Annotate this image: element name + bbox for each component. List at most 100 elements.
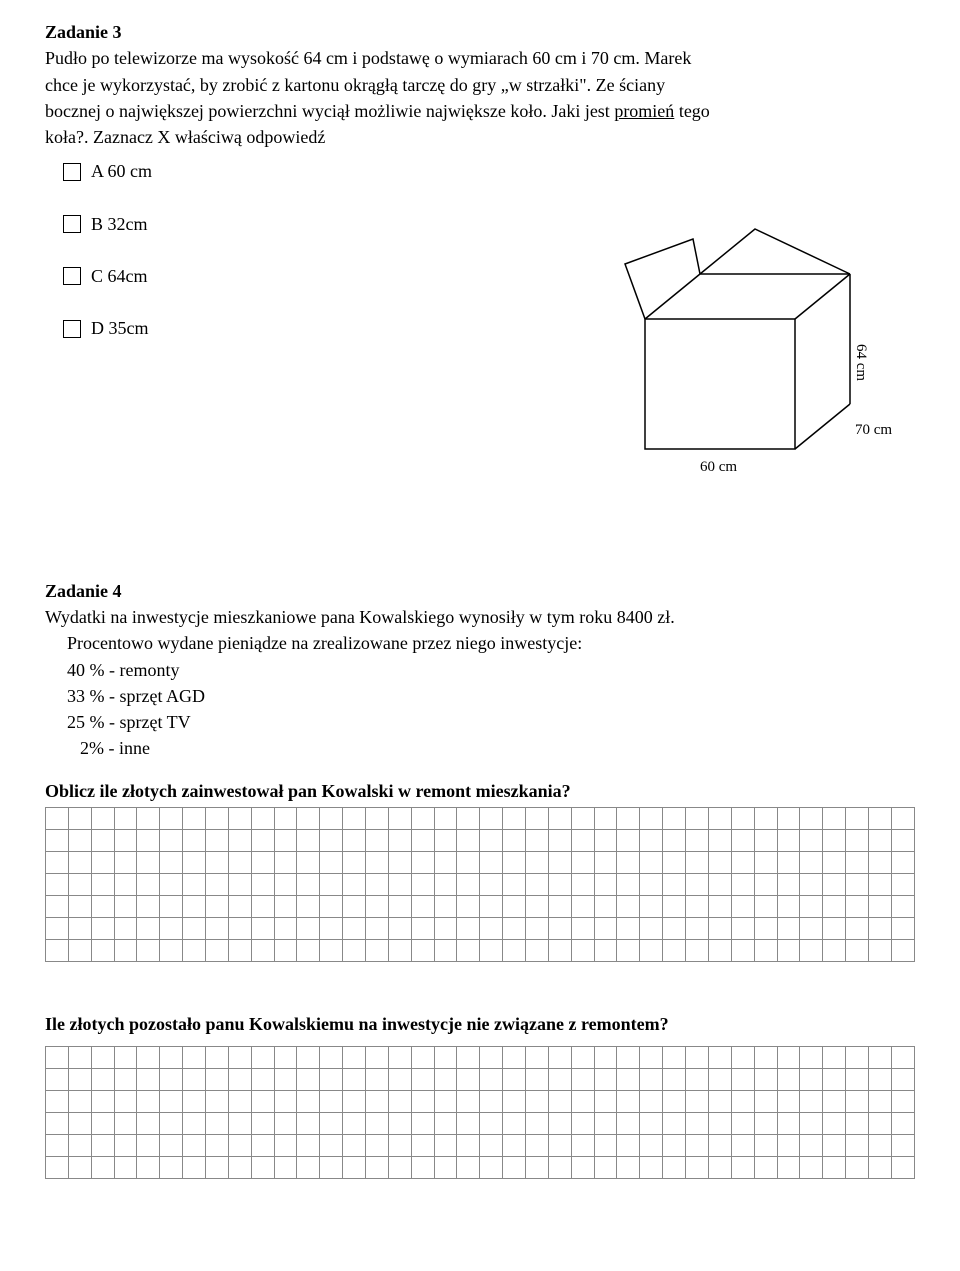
grid-cell[interactable]	[411, 852, 434, 874]
grid-cell[interactable]	[846, 940, 869, 962]
grid-cell[interactable]	[708, 1069, 731, 1091]
grid-cell[interactable]	[777, 896, 800, 918]
grid-cell[interactable]	[297, 874, 320, 896]
grid-cell[interactable]	[251, 830, 274, 852]
grid-cell[interactable]	[708, 918, 731, 940]
grid-cell[interactable]	[160, 1135, 183, 1157]
grid-cell[interactable]	[526, 1135, 549, 1157]
grid-cell[interactable]	[251, 1091, 274, 1113]
grid-cell[interactable]	[274, 1113, 297, 1135]
grid-cell[interactable]	[434, 874, 457, 896]
grid-cell[interactable]	[114, 830, 137, 852]
grid-cell[interactable]	[274, 808, 297, 830]
grid-cell[interactable]	[183, 896, 206, 918]
grid-cell[interactable]	[388, 1135, 411, 1157]
grid-cell[interactable]	[183, 830, 206, 852]
grid-cell[interactable]	[206, 808, 229, 830]
grid-cell[interactable]	[411, 1113, 434, 1135]
grid-cell[interactable]	[160, 1047, 183, 1069]
grid-cell[interactable]	[823, 1047, 846, 1069]
grid-cell[interactable]	[274, 874, 297, 896]
grid-cell[interactable]	[320, 918, 343, 940]
grid-cell[interactable]	[868, 1113, 891, 1135]
grid-cell[interactable]	[800, 1157, 823, 1179]
grid-cell[interactable]	[343, 1047, 366, 1069]
grid-cell[interactable]	[503, 1069, 526, 1091]
grid-cell[interactable]	[46, 1157, 69, 1179]
grid-cell[interactable]	[160, 1091, 183, 1113]
grid-cell[interactable]	[548, 1047, 571, 1069]
grid-cell[interactable]	[526, 830, 549, 852]
grid-cell[interactable]	[320, 1069, 343, 1091]
grid-cell[interactable]	[274, 918, 297, 940]
grid-cell[interactable]	[708, 1157, 731, 1179]
grid-cell[interactable]	[731, 896, 754, 918]
grid-cell[interactable]	[754, 852, 777, 874]
grid-cell[interactable]	[754, 1047, 777, 1069]
grid-cell[interactable]	[686, 940, 709, 962]
grid-cell[interactable]	[823, 940, 846, 962]
grid-cell[interactable]	[274, 940, 297, 962]
grid-cell[interactable]	[228, 1113, 251, 1135]
grid-cell[interactable]	[46, 1091, 69, 1113]
grid-cell[interactable]	[663, 808, 686, 830]
grid-cell[interactable]	[183, 940, 206, 962]
grid-cell[interactable]	[663, 1047, 686, 1069]
grid-cell[interactable]	[434, 808, 457, 830]
grid-cell[interactable]	[434, 1091, 457, 1113]
grid-cell[interactable]	[503, 896, 526, 918]
grid-cell[interactable]	[183, 918, 206, 940]
grid-cell[interactable]	[320, 1047, 343, 1069]
grid-cell[interactable]	[891, 1113, 914, 1135]
grid-cell[interactable]	[137, 918, 160, 940]
grid-cell[interactable]	[297, 918, 320, 940]
grid-cell[interactable]	[526, 1047, 549, 1069]
grid-cell[interactable]	[388, 1069, 411, 1091]
grid-cell[interactable]	[434, 830, 457, 852]
grid-cell[interactable]	[91, 1135, 114, 1157]
grid-cell[interactable]	[343, 1135, 366, 1157]
grid-cell[interactable]	[617, 896, 640, 918]
grid-cell[interactable]	[800, 1091, 823, 1113]
grid-cell[interactable]	[731, 808, 754, 830]
grid-cell[interactable]	[526, 852, 549, 874]
grid-cell[interactable]	[548, 940, 571, 962]
grid-cell[interactable]	[526, 918, 549, 940]
grid-cell[interactable]	[297, 830, 320, 852]
grid-cell[interactable]	[160, 940, 183, 962]
grid-cell[interactable]	[868, 940, 891, 962]
grid-cell[interactable]	[343, 940, 366, 962]
grid-cell[interactable]	[366, 940, 389, 962]
grid-cell[interactable]	[480, 808, 503, 830]
grid-cell[interactable]	[846, 1113, 869, 1135]
grid-cell[interactable]	[68, 874, 91, 896]
grid-cell[interactable]	[343, 1069, 366, 1091]
grid-cell[interactable]	[457, 808, 480, 830]
grid-cell[interactable]	[686, 896, 709, 918]
grid-cell[interactable]	[823, 1091, 846, 1113]
grid-cell[interactable]	[388, 1157, 411, 1179]
grid-cell[interactable]	[68, 896, 91, 918]
grid-cell[interactable]	[251, 874, 274, 896]
grid-cell[interactable]	[777, 918, 800, 940]
grid-cell[interactable]	[183, 1047, 206, 1069]
grid-cell[interactable]	[594, 1047, 617, 1069]
grid-cell[interactable]	[503, 940, 526, 962]
grid-cell[interactable]	[320, 852, 343, 874]
grid-cell[interactable]	[480, 1047, 503, 1069]
grid-cell[interactable]	[708, 808, 731, 830]
grid-cell[interactable]	[777, 830, 800, 852]
grid-cell[interactable]	[800, 940, 823, 962]
grid-cell[interactable]	[594, 1091, 617, 1113]
answer-grid-1[interactable]	[45, 807, 915, 962]
grid-cell[interactable]	[160, 1157, 183, 1179]
grid-cell[interactable]	[708, 830, 731, 852]
grid-cell[interactable]	[548, 852, 571, 874]
grid-cell[interactable]	[640, 1157, 663, 1179]
grid-cell[interactable]	[846, 1157, 869, 1179]
grid-cell[interactable]	[800, 1047, 823, 1069]
grid-cell[interactable]	[366, 1069, 389, 1091]
grid-cell[interactable]	[663, 1157, 686, 1179]
grid-cell[interactable]	[91, 874, 114, 896]
grid-cell[interactable]	[640, 1069, 663, 1091]
